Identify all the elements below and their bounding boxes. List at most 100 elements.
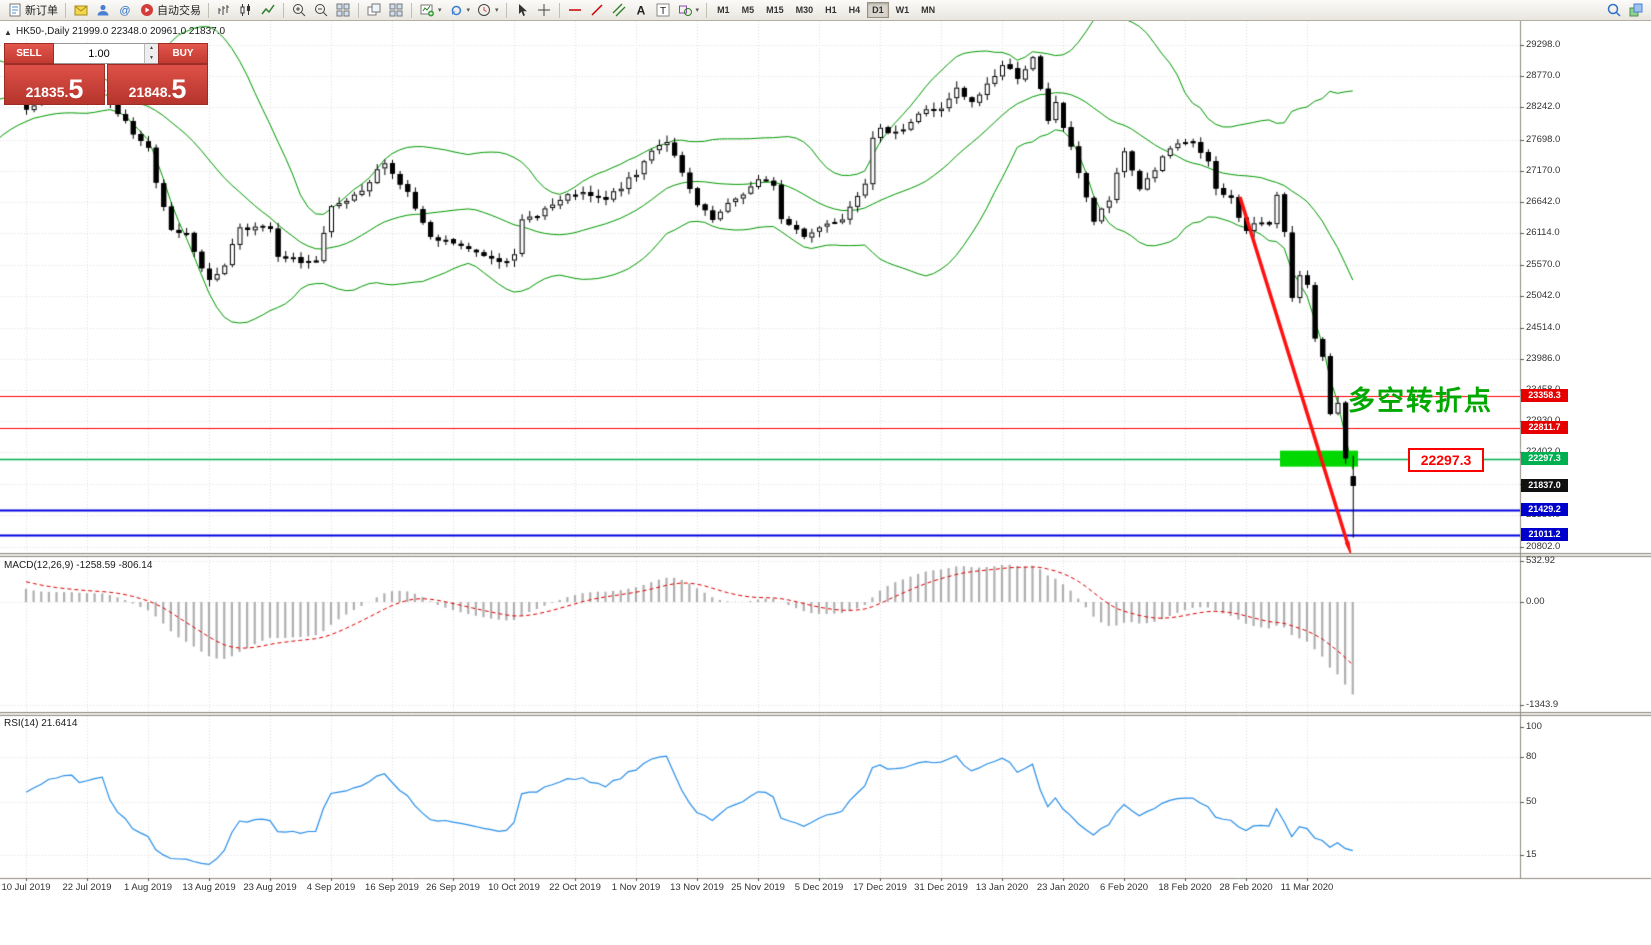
timeframe-w1-button[interactable]: W1 bbox=[895, 5, 910, 15]
timeframe-m30-button[interactable]: M30 bbox=[795, 5, 814, 15]
arrows-button-icon: T bbox=[656, 3, 670, 17]
zoom-in-button[interactable] bbox=[288, 0, 310, 21]
timeframe-d1-button[interactable]: D1 bbox=[867, 2, 889, 18]
channel-button[interactable] bbox=[608, 0, 630, 21]
macd-indicator-label: MACD(12,26,9) -1258.59 -806.14 bbox=[4, 560, 153, 571]
cursor-button[interactable] bbox=[511, 0, 533, 21]
new-order-button[interactable]: 新订单 bbox=[4, 0, 61, 21]
tile-windows-button[interactable] bbox=[332, 0, 354, 21]
candlestick-chart-button-icon bbox=[240, 4, 250, 16]
search-button-icon bbox=[1607, 3, 1621, 17]
line-chart-button[interactable] bbox=[257, 0, 279, 21]
rsi-indicator-label: RSI(14) 21.6414 bbox=[4, 718, 78, 729]
text-label-button-icon: A bbox=[636, 4, 645, 18]
shapes-button[interactable]: ▾ bbox=[674, 0, 703, 21]
cascade-windows-button[interactable] bbox=[363, 0, 385, 21]
trendline-button-icon bbox=[591, 4, 603, 16]
horizontal-line-button[interactable] bbox=[564, 0, 586, 21]
new-order-button-icon bbox=[9, 3, 21, 17]
bar-chart-button-icon bbox=[218, 5, 229, 15]
toolbar-separator bbox=[411, 2, 412, 18]
volume-up-button[interactable]: ▲ bbox=[145, 44, 158, 54]
bar-chart-button[interactable] bbox=[213, 0, 235, 21]
bid-price-main: 21835. bbox=[25, 83, 69, 100]
svg-text:T: T bbox=[659, 6, 665, 17]
profiles-button-dropdown-icon[interactable]: ▾ bbox=[466, 7, 471, 14]
chart-ohlc-header: HK50-,Daily 21999.0 22348.0 20961.0 2183… bbox=[16, 26, 226, 37]
shapes-button-dropdown-icon[interactable]: ▾ bbox=[695, 7, 700, 14]
accounts-button-icon bbox=[97, 4, 109, 16]
zoom-in-button-icon bbox=[293, 4, 306, 17]
toolbar-separator bbox=[65, 2, 66, 18]
crosshair-button-icon bbox=[537, 4, 550, 16]
accounts-button[interactable] bbox=[92, 0, 114, 21]
arrange-windows-button-icon bbox=[389, 3, 403, 17]
buy-button[interactable]: BUY bbox=[158, 43, 208, 64]
ask-price-button[interactable]: 21848. 5 bbox=[107, 64, 208, 105]
auto-trading-button-icon bbox=[141, 4, 153, 16]
ideas-button[interactable] bbox=[1625, 0, 1647, 21]
auto-scroll-button-dropdown-icon[interactable]: ▾ bbox=[495, 7, 499, 14]
trendline-button[interactable] bbox=[586, 0, 608, 21]
auto-trading-button[interactable]: 自动交易 bbox=[136, 0, 204, 21]
line-chart-button-icon bbox=[261, 4, 275, 15]
channel-button-icon bbox=[612, 3, 626, 17]
community-button-icon: @ bbox=[119, 5, 130, 17]
volume-down-button[interactable]: ▼ bbox=[145, 53, 158, 63]
bid-price-button[interactable]: 21835. 5 bbox=[4, 64, 105, 105]
toolbar-buttons: 新订单 @ 自动交易 ▾ ▾ ▾ A T ▾ bbox=[4, 0, 702, 21]
toolbar-separator bbox=[208, 2, 209, 18]
sell-button[interactable]: SELL bbox=[4, 43, 54, 64]
ideas-button-icon bbox=[1629, 3, 1643, 17]
profiles-button-icon bbox=[451, 5, 461, 16]
toolbar-separator bbox=[558, 2, 560, 18]
arrange-windows-button[interactable] bbox=[385, 0, 407, 21]
auto-scroll-button[interactable]: ▾ bbox=[473, 0, 502, 21]
zoom-out-button-icon bbox=[315, 4, 328, 17]
toolbar-separator bbox=[505, 2, 507, 18]
timeframe-m15-button[interactable]: M15 bbox=[766, 5, 784, 15]
ask-price-main: 21848. bbox=[128, 83, 172, 100]
ask-price-big-digit: 5 bbox=[171, 73, 187, 104]
auto-scroll-button-icon bbox=[478, 4, 491, 16]
horizontal-line-button-icon bbox=[568, 9, 581, 11]
new-order-button-label: 新订单 bbox=[25, 5, 58, 17]
timeframe-m1-button[interactable]: M1 bbox=[717, 5, 730, 15]
timeframe-h1-button[interactable]: H1 bbox=[825, 5, 837, 15]
new-chart-button-dropdown-icon[interactable]: ▾ bbox=[438, 7, 442, 14]
cursor-button-icon bbox=[518, 4, 527, 16]
timeframe-mn-button[interactable]: MN bbox=[921, 5, 936, 15]
new-chart-button[interactable]: ▾ bbox=[416, 0, 445, 21]
auto-trading-button-label: 自动交易 bbox=[157, 5, 201, 17]
arrows-button[interactable]: T bbox=[652, 0, 674, 21]
zoom-out-button[interactable] bbox=[310, 0, 332, 21]
toolbar-separator bbox=[706, 2, 708, 18]
svg-text:@: @ bbox=[119, 5, 130, 17]
toolbar-right-group bbox=[1603, 0, 1647, 21]
profiles-button[interactable]: ▾ bbox=[445, 0, 474, 21]
alerts-button[interactable] bbox=[70, 0, 92, 21]
timeframe-h4-button[interactable]: H4 bbox=[848, 5, 861, 15]
turning-point-annotation: 多空转折点 bbox=[1348, 386, 1493, 416]
new-chart-button-icon bbox=[420, 4, 434, 17]
candlestick-chart-button[interactable] bbox=[235, 0, 257, 21]
volume-box: ▲ ▼ bbox=[54, 43, 158, 64]
one-click-collapse-icon[interactable]: ▲ bbox=[4, 28, 12, 37]
search-button[interactable] bbox=[1603, 0, 1625, 21]
volume-input[interactable] bbox=[54, 44, 144, 63]
support-price-label: 22297.3 bbox=[1408, 448, 1484, 472]
timeframe-m5-button[interactable]: M5 bbox=[741, 5, 755, 15]
toolbar: 新订单 @ 自动交易 ▾ ▾ ▾ A T ▾ M1 M5 M15 M30 H1 H4 D1 W1 MN bbox=[0, 0, 1651, 21]
chart-canvas[interactable] bbox=[0, 21, 1651, 945]
toolbar-separator bbox=[283, 2, 284, 18]
community-button[interactable]: @ bbox=[114, 0, 136, 21]
bid-price-big-digit: 5 bbox=[68, 73, 84, 104]
cascade-windows-button-icon bbox=[367, 3, 381, 16]
volume-spinner: ▲ ▼ bbox=[144, 44, 158, 63]
text-label-button[interactable]: A bbox=[630, 0, 652, 21]
alerts-button-icon bbox=[74, 5, 88, 16]
crosshair-button[interactable] bbox=[533, 0, 555, 21]
timeframe-group: M1 M5 M15 M30 H1 H4 D1 W1 MN bbox=[711, 2, 941, 18]
shapes-button-icon bbox=[678, 5, 692, 16]
chart-window: ▲ HK50-,Daily 21999.0 22348.0 20961.0 21… bbox=[0, 21, 1651, 945]
